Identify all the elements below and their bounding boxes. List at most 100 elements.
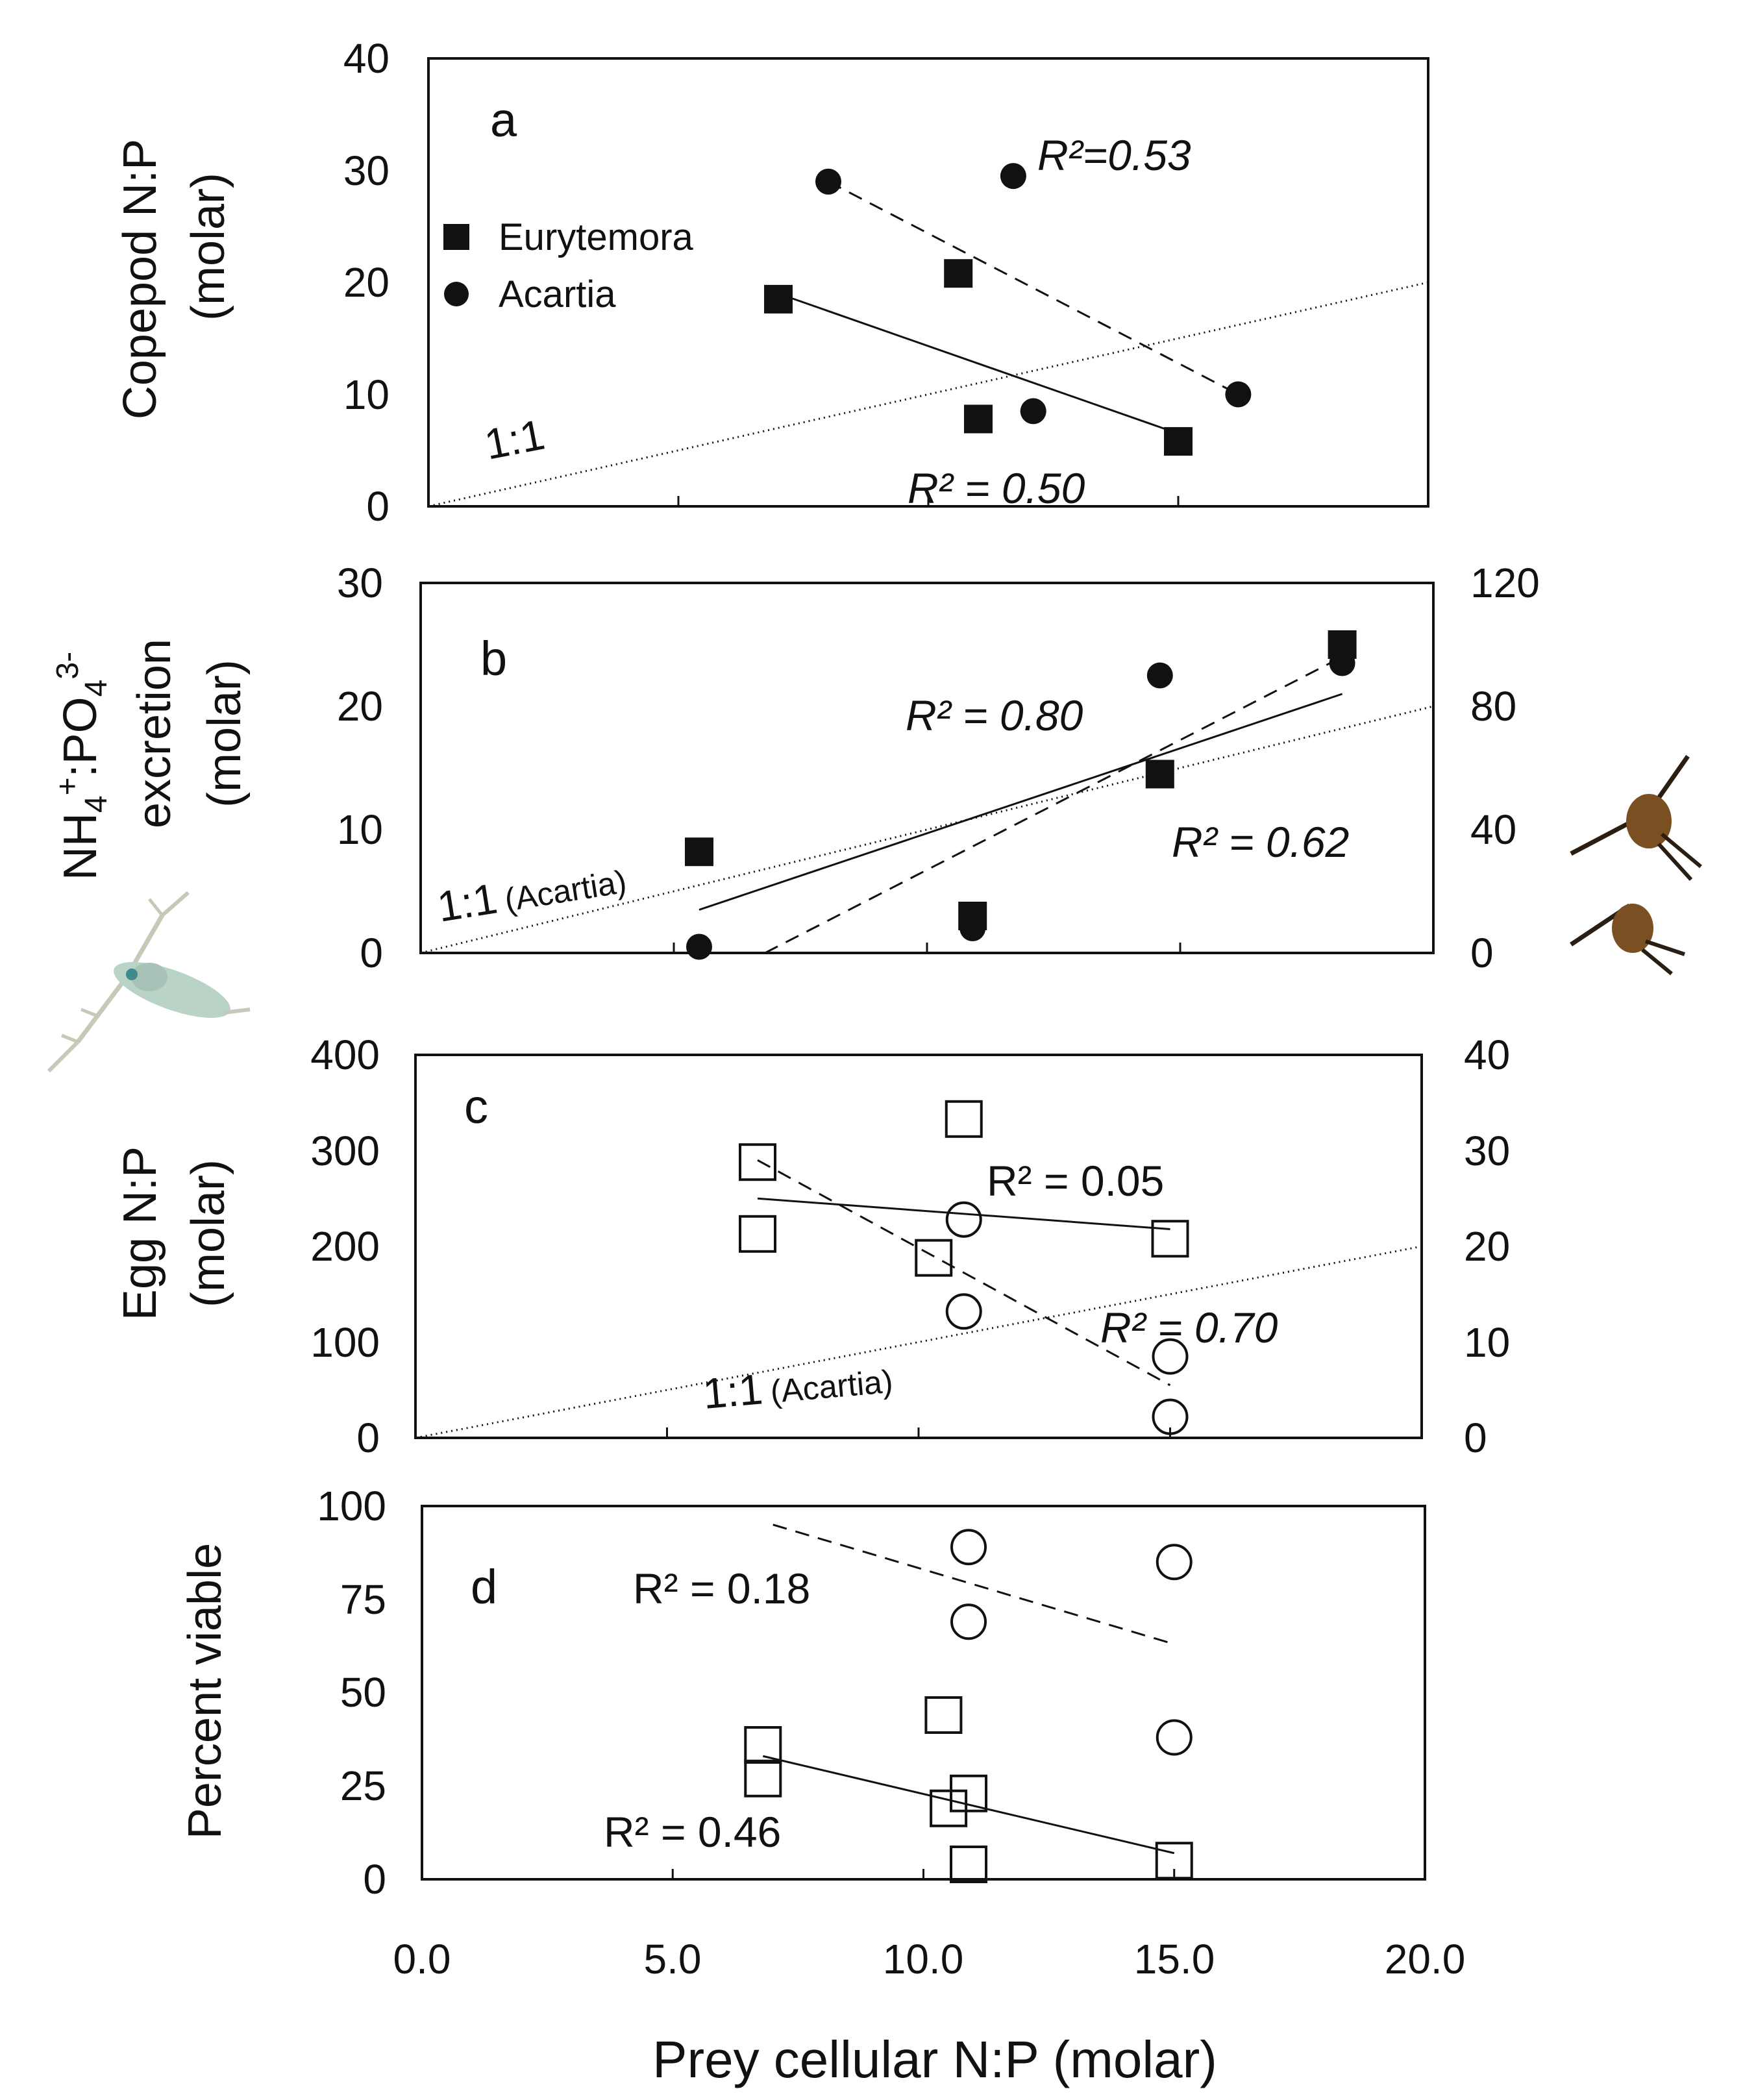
po-subscript: 4 <box>79 680 114 697</box>
panel-c-ytick: 0 <box>356 1414 380 1461</box>
panel-c-ylabel-line1: Egg N:P <box>114 1146 166 1320</box>
panel-d-r2-acartia: R² = 0.18 <box>633 1564 810 1612</box>
data-point-eurytemora <box>685 837 713 867</box>
panel-c-ytick-right: 20 <box>1464 1223 1510 1270</box>
panel-b-ylabel-line2: excretion <box>129 639 180 828</box>
panel-b-ytick: 30 <box>337 560 383 606</box>
panel-d-r2-eurytemora: R² = 0.46 <box>604 1808 781 1856</box>
data-point-acartia <box>959 915 986 941</box>
panel-a-ytick: 10 <box>343 371 390 418</box>
panel-a-ytick: 20 <box>343 259 390 306</box>
panel-b-ytick-right: 120 <box>1470 560 1540 606</box>
panel-d-ytick: 50 <box>340 1669 386 1716</box>
panel-d-ylabel: Percent viable <box>179 1543 231 1839</box>
fit-line-acartia <box>757 1159 1171 1387</box>
panel-c-ytick: 400 <box>310 1031 380 1078</box>
panel-a-ytick: 30 <box>343 147 390 194</box>
panel-c-ytick: 100 <box>310 1319 380 1366</box>
panel-a-ytick: 0 <box>366 483 390 530</box>
data-point-eurytemora <box>915 1239 953 1277</box>
panel-b: b NH4+:PO43- excretion (molar) 0 10 20 3… <box>51 560 1540 976</box>
legend-marker-eurytemora <box>443 224 469 250</box>
panel-a-marks <box>428 163 1429 508</box>
fit-line-acartia <box>764 656 1343 954</box>
nh-text: NH <box>55 813 106 880</box>
panel-c: c Egg N:P (molar) 0 100 200 300 400 0 10… <box>114 1031 1510 1461</box>
legend-label-eurytemora: Eurytemora <box>499 216 694 258</box>
data-point-acartia <box>950 1603 987 1640</box>
panel-c-letter: c <box>464 1080 488 1133</box>
po-superscript: 3- <box>51 652 85 680</box>
one-to-one-text: 1:1 <box>434 874 501 930</box>
panel-d: d Percent viable 0 25 50 75 100 0.0 5.0 … <box>179 1483 1465 2088</box>
data-point-eurytemora <box>744 1759 782 1797</box>
panel-d-ytick: 25 <box>340 1762 386 1809</box>
data-point-acartia <box>1146 662 1173 689</box>
data-point-acartia <box>1000 163 1026 190</box>
brown-copepods-icon <box>1570 754 1702 976</box>
data-point-eurytemora <box>945 1100 983 1138</box>
panel-d-marks <box>671 1524 1193 1883</box>
panel-c-ylabel-line2: (molar) <box>182 1159 234 1307</box>
data-point-acartia <box>1152 1338 1189 1375</box>
fit-line-eurytemora <box>757 1197 1170 1230</box>
panel-d-xtick: 10.0 <box>883 1936 964 1983</box>
panel-b-ytick-right: 80 <box>1470 683 1516 730</box>
data-point-acartia <box>1156 1544 1193 1581</box>
legend-label-acartia: Acartia <box>499 273 616 315</box>
panel-c-ytick-right: 30 <box>1464 1128 1510 1174</box>
panel-c-ytick: 200 <box>310 1223 380 1270</box>
panel-b-ytick: 10 <box>337 806 383 853</box>
data-point-eurytemora <box>924 1696 963 1734</box>
panel-b-r2-acartia: R² = 0.80 <box>906 691 1083 739</box>
data-point-acartia <box>945 1293 982 1330</box>
panel-d-xtick: 15.0 <box>1134 1936 1215 1983</box>
data-point-acartia <box>815 168 841 195</box>
data-point-acartia <box>1156 1719 1193 1756</box>
panel-d-xtick: 20.0 <box>1385 1936 1466 1983</box>
panel-a-ytick: 40 <box>343 35 390 82</box>
nh-superscript: + <box>51 777 85 795</box>
data-point-eurytemora <box>1145 760 1174 789</box>
panel-d-xtick: 0.0 <box>393 1936 451 1983</box>
one-to-one-text: 1:1 <box>701 1365 765 1418</box>
panel-b-marks <box>420 630 1434 960</box>
data-point-acartia <box>1020 398 1046 425</box>
panel-a-ylabel-line1: Copepod N:P <box>114 139 166 419</box>
panel-a-ylabel-line2: (molar) <box>182 173 234 321</box>
panel-b-ytick: 20 <box>337 683 383 730</box>
fit-line-eurytemora <box>778 292 1179 435</box>
data-point-eurytemora <box>1164 426 1193 456</box>
panel-a-letter: a <box>490 93 517 147</box>
panel-d-xtick: 5.0 <box>644 1936 702 1983</box>
data-point-eurytemora <box>964 404 993 434</box>
panel-d-ytick: 0 <box>363 1856 386 1903</box>
panel-b-ytick: 0 <box>360 930 383 976</box>
panel-a-r2-eurytemora: R² = 0.50 <box>908 464 1085 512</box>
data-point-eurytemora <box>739 1143 776 1181</box>
fit-line-acartia <box>828 180 1239 395</box>
panel-c-ytick: 300 <box>310 1128 380 1174</box>
panel-c-r2-eurytemora: R² = 0.05 <box>987 1157 1164 1205</box>
panel-c-ytick-right: 40 <box>1464 1031 1510 1078</box>
panel-b-letter: b <box>480 632 507 686</box>
panel-a-one-to-one-label: 1:1 <box>481 410 549 469</box>
panel-b-ylabel-line3: (molar) <box>199 660 251 808</box>
panel-c-ytick-right: 0 <box>1464 1414 1487 1461</box>
data-point-eurytemora <box>930 1789 968 1827</box>
panel-c-ytick-right: 10 <box>1464 1319 1510 1366</box>
panel-a: a Copepod N:P (molar) 0 10 20 30 40 Eury… <box>114 35 1429 530</box>
data-point-eurytemora <box>1155 1842 1193 1880</box>
data-point-eurytemora <box>1151 1220 1189 1258</box>
fit-line-eurytemora <box>762 1755 1175 1855</box>
panel-c-marks <box>415 1100 1422 1439</box>
po-text: :PO <box>55 697 106 777</box>
panel-d-letter: d <box>471 1560 497 1614</box>
panel-d-ytick: 100 <box>317 1483 386 1529</box>
data-point-eurytemora <box>944 259 973 288</box>
fit-line-eurytemora <box>699 693 1343 911</box>
data-point-acartia <box>1329 650 1355 676</box>
panel-d-ytick: 75 <box>340 1576 386 1623</box>
data-point-acartia <box>945 1201 982 1238</box>
data-point-eurytemora <box>739 1215 776 1253</box>
